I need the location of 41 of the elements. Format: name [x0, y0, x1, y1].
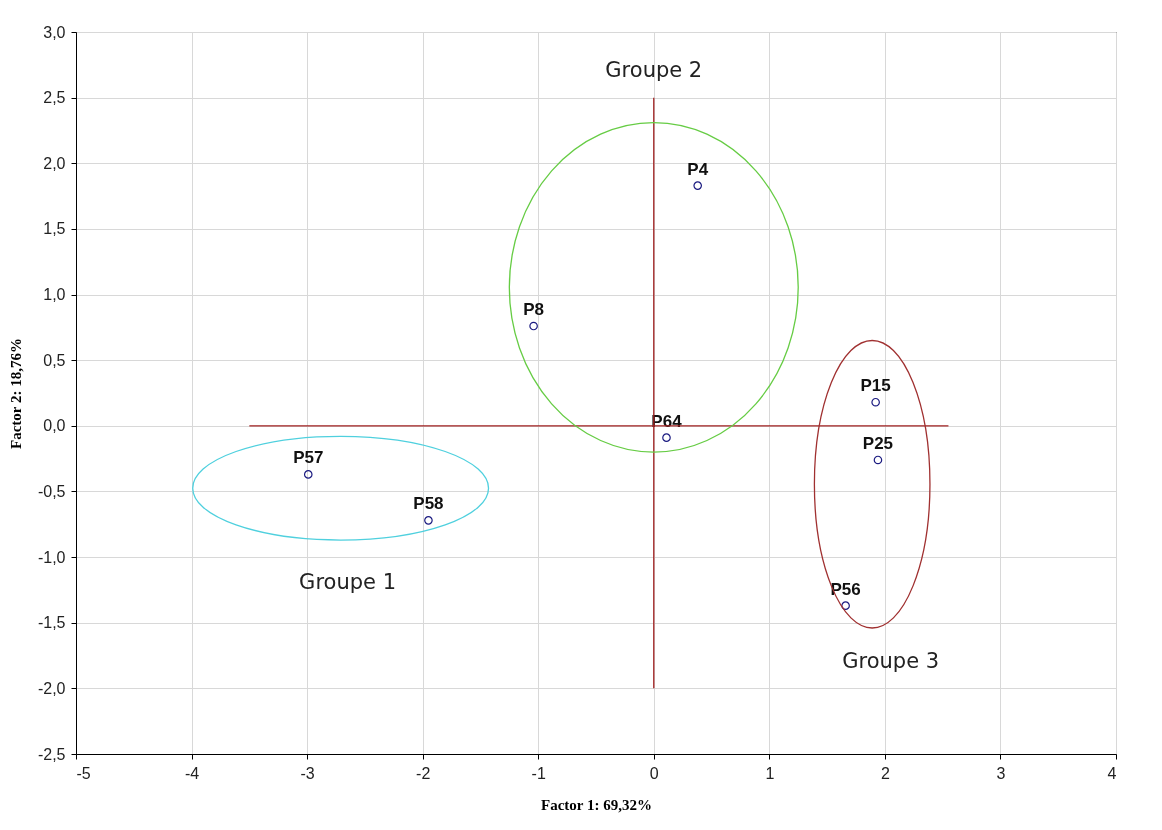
- y-tick-label: 0,0: [43, 417, 66, 435]
- y-tick-label: 1,0: [43, 286, 66, 304]
- y-axis-title: Factor 2: 18,76%: [7, 338, 24, 449]
- y-tick-label: 1,5: [43, 220, 66, 238]
- y-tick-label: -1,0: [37, 548, 66, 566]
- x-tick-label: 2: [880, 764, 890, 782]
- x-tick-label: -4: [184, 764, 200, 782]
- annotation: Groupe 3: [842, 649, 940, 674]
- point: [662, 433, 671, 442]
- series-label: P58: [413, 494, 444, 514]
- x-tick-label: -1: [531, 764, 546, 782]
- x-tick-label: -3: [300, 764, 315, 782]
- x-tick-label: 3: [996, 764, 1006, 782]
- x-tick-label: 0: [649, 764, 659, 782]
- x-tick-label: 1: [765, 764, 775, 782]
- series-label: P4: [687, 159, 709, 179]
- y-tick-label: -0,5: [37, 482, 66, 500]
- x-tick-label: -2: [416, 764, 431, 782]
- annotation: Groupe 2: [605, 58, 703, 83]
- point: [693, 181, 702, 190]
- y-tick-label: -2,0: [37, 679, 66, 697]
- x-axis-title: Factor 1: 69,32%: [541, 796, 652, 813]
- x-tick-label: 4: [1107, 764, 1117, 782]
- y-tick-label: 0,5: [43, 351, 66, 369]
- point: [873, 455, 883, 465]
- point: [424, 516, 433, 525]
- point: [529, 321, 538, 331]
- series-label: P25: [862, 433, 894, 453]
- y-tick-label: 2,5: [43, 89, 66, 107]
- y-tick-label: 2,0: [43, 154, 66, 172]
- series-label: P15: [860, 376, 891, 396]
- annotation: Groupe 1: [299, 570, 396, 595]
- y-tick-label: -2,5: [37, 745, 66, 763]
- series-label: P8: [523, 300, 544, 320]
- point: [841, 601, 850, 610]
- x-tick-label: -5: [76, 764, 91, 782]
- y-tick-label: -1,5: [37, 614, 66, 632]
- series-label: P57: [293, 448, 324, 468]
- point: [303, 470, 313, 479]
- y-tick-label: 3,0: [43, 23, 66, 41]
- point: [871, 397, 880, 407]
